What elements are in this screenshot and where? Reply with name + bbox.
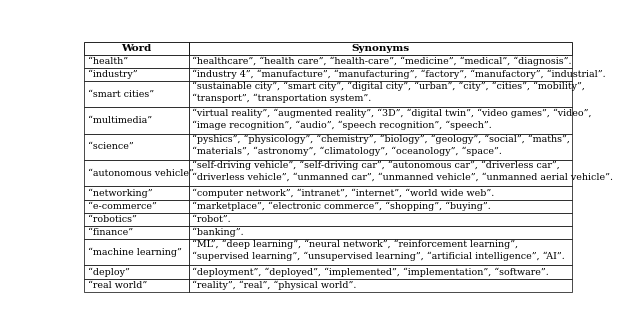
Bar	[189, 68, 572, 81]
Text: “industry 4”, “manufacture”, “manufacturing”, “factory”, “manufactory”, “industr: “industry 4”, “manufacture”, “manufactur…	[192, 70, 605, 79]
Text: “machine learning”: “machine learning”	[88, 248, 182, 257]
Bar	[84, 213, 189, 226]
Text: “banking”.: “banking”.	[192, 228, 243, 237]
Text: “finance”: “finance”	[88, 228, 133, 237]
Text: “pyshics”, “physicology”, “chemistry”, “biology”, “geology”, “social”, “maths”,
: “pyshics”, “physicology”, “chemistry”, “…	[192, 135, 570, 156]
Text: “science”: “science”	[88, 143, 134, 151]
Bar	[189, 42, 572, 55]
Bar	[84, 200, 189, 213]
Bar	[189, 108, 572, 134]
Text: “computer network”, “intranet”, “internet”, “world wide web”.: “computer network”, “intranet”, “interne…	[192, 188, 494, 198]
Bar	[84, 81, 189, 108]
Bar	[189, 239, 572, 265]
Text: “ML”, “deep learning”, “neural network”, “reinforcement learning”,
“supervised l: “ML”, “deep learning”, “neural network”,…	[192, 240, 564, 261]
Text: “virtual reality”, “augmented reality”, “3D”, “digital twin”, “video games”, “vi: “virtual reality”, “augmented reality”, …	[192, 109, 591, 130]
Text: “networking”: “networking”	[88, 188, 152, 198]
Bar	[84, 186, 189, 200]
Text: “robot”.: “robot”.	[192, 215, 230, 224]
Bar	[189, 81, 572, 108]
Text: “industry”: “industry”	[88, 70, 138, 79]
Bar	[84, 68, 189, 81]
Bar	[189, 160, 572, 186]
Bar	[84, 55, 189, 68]
Text: Synonyms: Synonyms	[351, 44, 410, 53]
Text: “robotics”: “robotics”	[88, 215, 137, 224]
Text: “autonomous vehicle”: “autonomous vehicle”	[88, 169, 194, 178]
Text: “self-driving vehicle”, “self-driving car”, “autonomous car”, “driverless car”,
: “self-driving vehicle”, “self-driving ca…	[192, 161, 613, 182]
Bar	[189, 279, 572, 292]
Bar	[84, 239, 189, 265]
Bar	[189, 226, 572, 239]
Bar	[189, 200, 572, 213]
Bar	[189, 55, 572, 68]
Bar	[84, 160, 189, 186]
Text: “smart cities”: “smart cities”	[88, 90, 154, 99]
Text: “e-commerce”: “e-commerce”	[88, 202, 157, 211]
Text: “real world”: “real world”	[88, 280, 147, 290]
Bar	[189, 265, 572, 279]
Bar	[189, 186, 572, 200]
Text: “healthcare”, “health care”, “health-care”, “medicine”, “medical”, “diagnosis”.: “healthcare”, “health care”, “health-car…	[192, 57, 572, 66]
Bar	[84, 108, 189, 134]
Text: “health”: “health”	[88, 57, 128, 66]
Bar	[84, 42, 189, 55]
Bar	[84, 279, 189, 292]
Text: “deployment”, “deployed”, “implemented”, “implementation”, “software”.: “deployment”, “deployed”, “implemented”,…	[192, 267, 548, 277]
Text: “deploy”: “deploy”	[88, 267, 130, 277]
Text: “marketplace”, “electronic commerce”, “shopping”, “buying”.: “marketplace”, “electronic commerce”, “s…	[192, 202, 491, 211]
Bar	[84, 134, 189, 160]
Bar	[84, 226, 189, 239]
Text: “reality”, “real”, “physical world”.: “reality”, “real”, “physical world”.	[192, 280, 356, 290]
Text: Word: Word	[122, 44, 152, 53]
Text: “multimedia”: “multimedia”	[88, 116, 152, 125]
Text: “sustainable city”, “smart city”, “digital city”, “urban”, “city”, “cities”, “mo: “sustainable city”, “smart city”, “digit…	[192, 82, 585, 103]
Bar	[189, 134, 572, 160]
Bar	[84, 265, 189, 279]
Bar	[189, 213, 572, 226]
